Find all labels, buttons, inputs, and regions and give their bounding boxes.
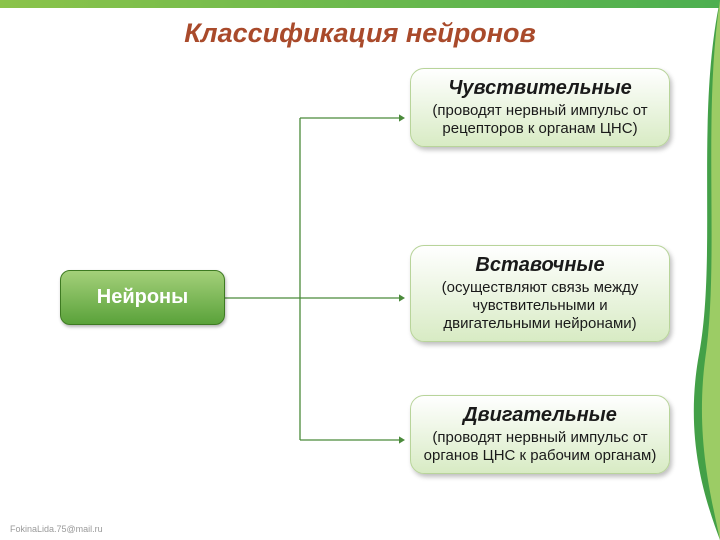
- type-desc: (проводят нервный импульс от рецепторов …: [421, 102, 659, 138]
- type-box-0: Чувствительные (проводят нервный импульс…: [410, 68, 670, 147]
- type-box-2: Двигательные (проводят нервный импульс о…: [410, 395, 670, 474]
- type-title: Двигательные: [421, 404, 659, 427]
- type-box-1: Вставочные (осуществляют связь между чув…: [410, 245, 670, 342]
- type-title: Вставочные: [421, 254, 659, 277]
- top-accent-bar: [0, 0, 720, 8]
- type-desc: (проводят нервный импульс от органов ЦНС…: [421, 429, 659, 465]
- watermark: FokinaLida.75@mail.ru: [10, 524, 103, 534]
- type-desc: (осуществляют связь между чувствительным…: [421, 279, 659, 333]
- central-node: Нейроны: [60, 270, 225, 325]
- type-title: Чувствительные: [421, 77, 659, 100]
- slide-title: Классификация нейронов: [0, 18, 720, 49]
- slide: Классификация нейронов Нейроны Чувствите…: [0, 0, 720, 540]
- side-swoosh: [690, 0, 720, 540]
- central-node-label: Нейроны: [97, 286, 188, 309]
